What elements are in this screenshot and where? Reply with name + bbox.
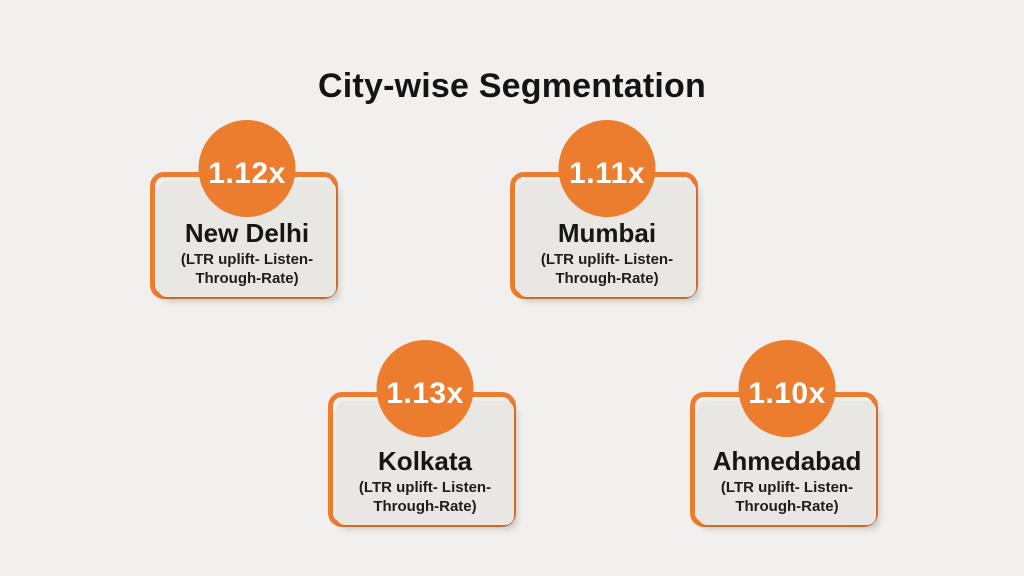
stat-card-new-delhi: 1.12x New Delhi (LTR uplift- Listen- Thr… <box>150 120 338 299</box>
metric-note: (LTR uplift- Listen- Through-Rate) <box>541 251 673 288</box>
city-name: Ahmedabad <box>712 445 862 476</box>
city-name: New Delhi <box>184 217 310 248</box>
card-content: New Delhi (LTR uplift- Listen- Through-R… <box>158 181 336 297</box>
metric-note-line1: (LTR uplift- Listen- <box>180 251 314 269</box>
metric-note-line1: (LTR uplift- Listen- <box>720 479 854 497</box>
metric-note: (LTR uplift- Listen- Through-Rate) <box>359 479 491 516</box>
metric-note-line2: Through-Rate) <box>735 497 839 515</box>
metric-note-line2: Through-Rate) <box>373 497 477 515</box>
metric-note-line2: Through-Rate) <box>555 269 659 287</box>
uplift-value-badge: 1.12x <box>198 120 296 217</box>
stat-card-ahmedabad: 1.10x Ahmedabad (LTR uplift- Listen- Thr… <box>690 340 878 527</box>
page-title: City-wise Segmentation <box>318 66 706 105</box>
city-name: Kolkata <box>378 445 472 476</box>
metric-note-line1: (LTR uplift- Listen- <box>540 251 674 269</box>
card-content: Kolkata (LTR uplift- Listen- Through-Rat… <box>336 401 514 525</box>
metric-note-line1: (LTR uplift- Listen- <box>358 479 492 497</box>
uplift-value-badge: 1.11x <box>558 120 656 217</box>
metric-note-line2: Through-Rate) <box>195 269 299 287</box>
stat-card-mumbai: 1.11x Mumbai (LTR uplift- Listen- Throug… <box>510 120 698 299</box>
stat-card-kolkata: 1.13x Kolkata (LTR uplift- Listen- Throu… <box>328 340 516 527</box>
uplift-value-badge: 1.13x <box>376 340 474 437</box>
card-content: Mumbai (LTR uplift- Listen- Through-Rate… <box>518 181 696 297</box>
metric-note: (LTR uplift- Listen- Through-Rate) <box>721 479 853 516</box>
metric-note: (LTR uplift- Listen- Through-Rate) <box>181 251 313 288</box>
uplift-value-badge: 1.10x <box>738 340 836 437</box>
card-content: Ahmedabad (LTR uplift- Listen- Through-R… <box>698 401 876 525</box>
city-name: Mumbai <box>557 217 657 248</box>
